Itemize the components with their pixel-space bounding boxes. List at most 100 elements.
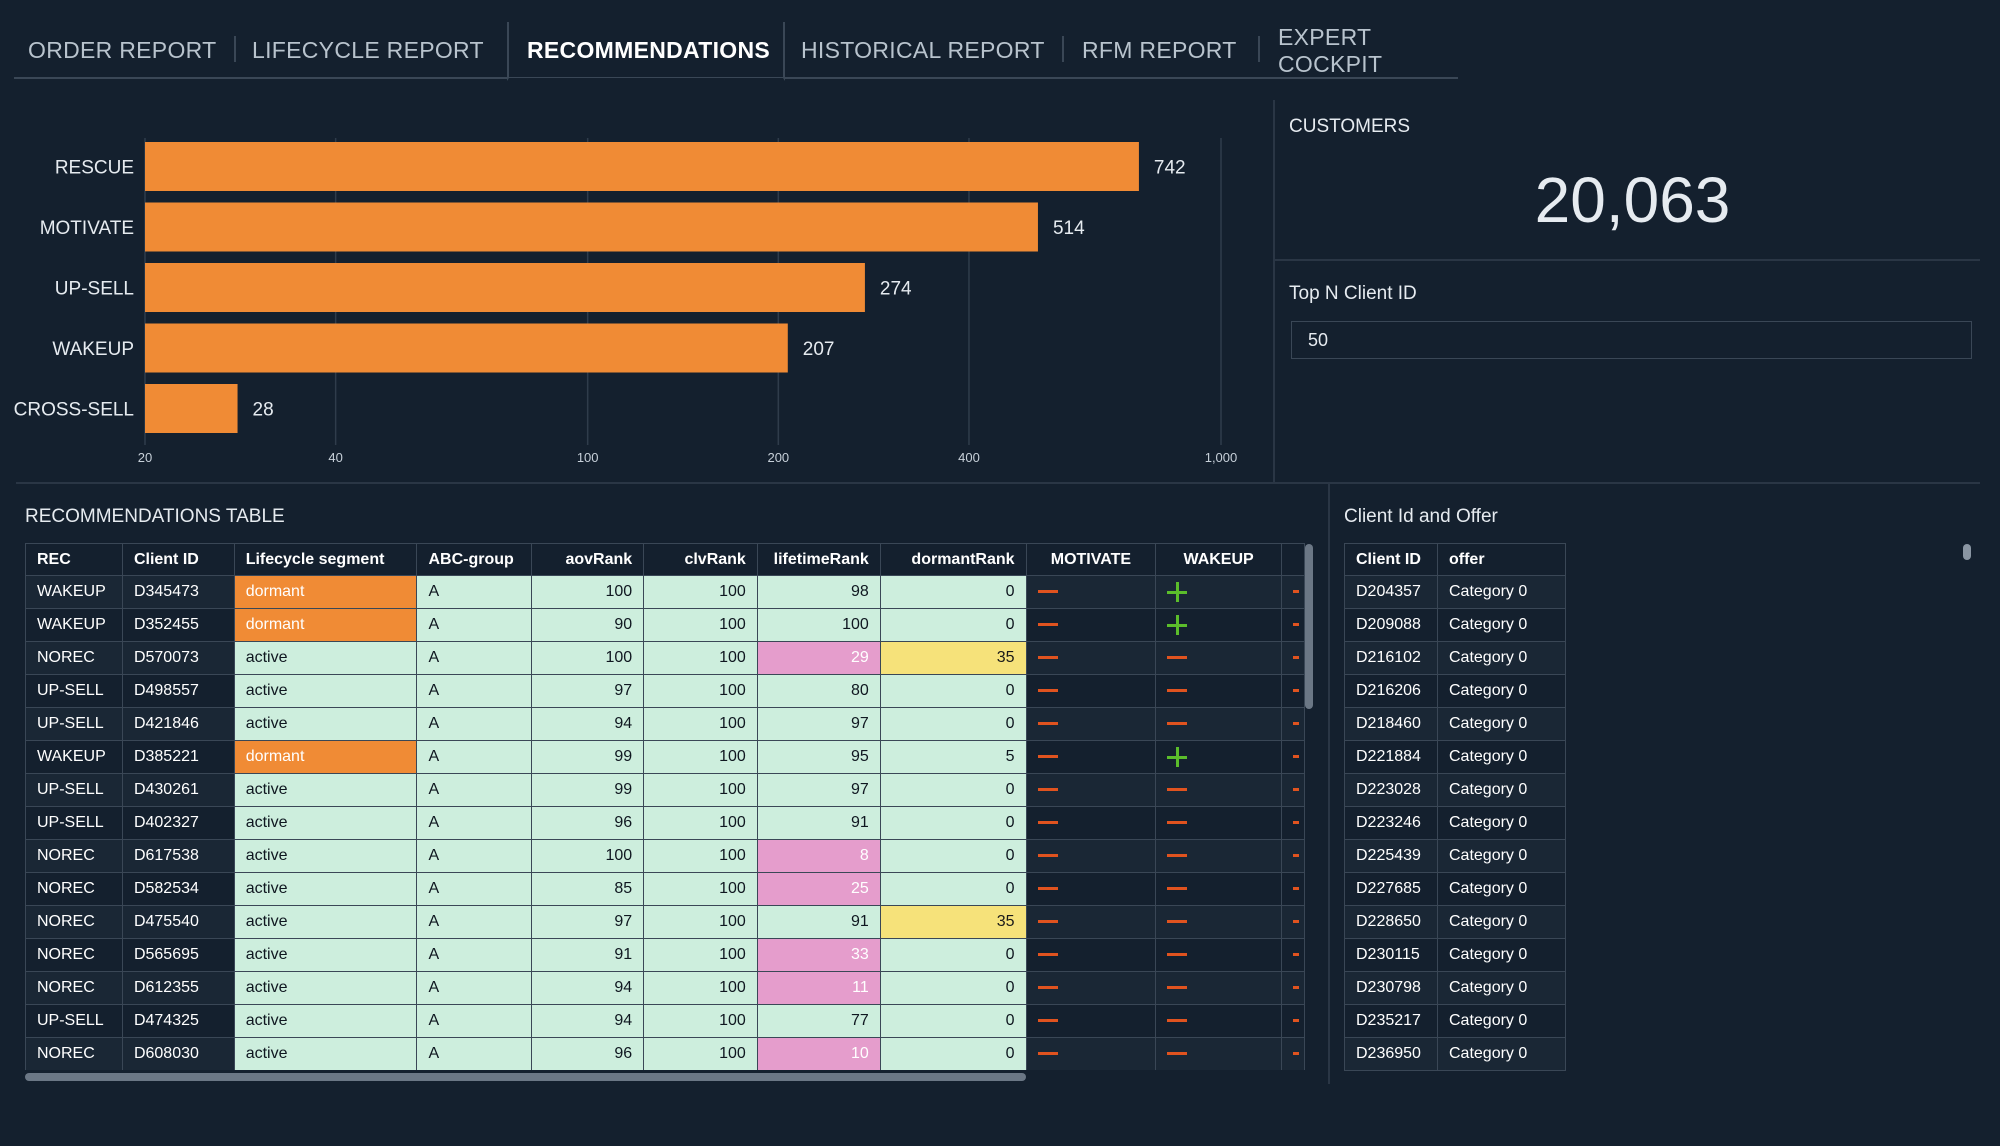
table-row[interactable]: D209088 Category 0 bbox=[1344, 608, 1566, 642]
table-cell: 100 bbox=[643, 641, 758, 675]
table-cell: 77 bbox=[756, 1004, 881, 1038]
table-row[interactable]: UP-SELL D421846 active A 94 100 97 0 bbox=[25, 707, 1305, 741]
table-row[interactable]: D223246 Category 0 bbox=[1344, 806, 1566, 840]
table-row[interactable]: D236950 Category 0 bbox=[1344, 1037, 1566, 1071]
table-row[interactable]: D225439 Category 0 bbox=[1344, 839, 1566, 873]
table-cell: 11 bbox=[756, 971, 881, 1005]
table-row[interactable]: NOREC D475540 active A 97 100 91 35 bbox=[25, 905, 1305, 939]
indicator-cell bbox=[1025, 707, 1157, 741]
column-header[interactable]: MOTIVATE bbox=[1025, 543, 1157, 576]
column-header[interactable]: Client ID bbox=[121, 543, 235, 576]
minus-icon bbox=[1167, 689, 1188, 693]
table-row[interactable]: D221884 Category 0 bbox=[1344, 740, 1566, 774]
table-cell: Category 0 bbox=[1437, 641, 1566, 675]
tab-historical-report[interactable]: HISTORICAL REPORT bbox=[785, 22, 1064, 79]
tab-recommendations[interactable]: RECOMMENDATIONS bbox=[507, 22, 785, 81]
table-cell: 99 bbox=[531, 773, 645, 807]
indicator-cell bbox=[1155, 608, 1282, 642]
table-cell: D498557 bbox=[121, 674, 235, 708]
table-row[interactable]: D228650 Category 0 bbox=[1344, 905, 1566, 939]
table-cell: 10 bbox=[756, 1037, 881, 1070]
recommendations-table-container[interactable]: REC Client ID Lifecycle segment ABC-group ao… bbox=[25, 543, 1305, 1070]
table-cell: 98 bbox=[756, 575, 881, 609]
indicator-cell bbox=[1025, 905, 1157, 939]
indicator-cell bbox=[1155, 641, 1282, 675]
table-row[interactable]: D230115 Category 0 bbox=[1344, 938, 1566, 972]
column-header[interactable]: ABC-group bbox=[416, 543, 533, 576]
tab-label: RECOMMENDATIONS bbox=[527, 36, 771, 63]
column-header[interactable]: Client ID bbox=[1344, 543, 1438, 576]
table-row[interactable]: UP-SELL D498557 active A 97 100 80 0 bbox=[25, 674, 1305, 708]
column-header[interactable]: dormantRank bbox=[879, 543, 1027, 576]
offer-table-container[interactable]: Client ID offer D204357 Category 0 D209088 C… bbox=[1344, 543, 1566, 1080]
table-row[interactable]: NOREC D608030 active A 96 100 10 0 bbox=[25, 1037, 1305, 1070]
table-cell: Category 0 bbox=[1437, 872, 1566, 906]
table-row[interactable]: D223028 Category 0 bbox=[1344, 773, 1566, 807]
table-row[interactable]: NOREC D612355 active A 94 100 11 0 bbox=[25, 971, 1305, 1005]
table-row[interactable]: D204357 Category 0 bbox=[1344, 575, 1566, 609]
table-row[interactable]: WAKEUP D352455 dormant A 90 100 100 0 bbox=[25, 608, 1305, 642]
minus-icon bbox=[1167, 722, 1188, 726]
table-row[interactable]: D216206 Category 0 bbox=[1344, 674, 1566, 708]
minus-icon bbox=[1037, 722, 1058, 726]
x-tick-label: 1,000 bbox=[1205, 450, 1238, 465]
column-header[interactable]: lifetimeRank bbox=[756, 543, 881, 576]
table-cell: Category 0 bbox=[1437, 575, 1566, 609]
x-tick-label: 20 bbox=[138, 450, 152, 465]
table-row[interactable]: UP-SELL D430261 active A 99 100 97 0 bbox=[25, 773, 1305, 807]
table-row[interactable]: NOREC D582534 active A 85 100 25 0 bbox=[25, 872, 1305, 906]
column-header[interactable]: Lifecycle segment bbox=[233, 543, 418, 576]
table-cell: 100 bbox=[643, 872, 758, 906]
column-header[interactable]: WAKEUP bbox=[1155, 543, 1282, 576]
table-row[interactable]: WAKEUP D385221 dormant A 99 100 95 5 bbox=[25, 740, 1305, 774]
table-cell: D218460 bbox=[1344, 707, 1438, 741]
table-row[interactable]: NOREC D617538 active A 100 100 8 0 bbox=[25, 839, 1305, 873]
table-row[interactable]: NOREC D570073 active A 100 100 29 35 bbox=[25, 641, 1305, 675]
category-label: CROSS-SELL bbox=[14, 400, 134, 421]
column-header[interactable]: aovRank bbox=[531, 543, 645, 576]
table-row[interactable]: D216102 Category 0 bbox=[1344, 641, 1566, 675]
table-row[interactable]: WAKEUP D345473 dormant A 100 100 98 0 bbox=[25, 575, 1305, 609]
table-row[interactable]: D235217 Category 0 bbox=[1344, 1004, 1566, 1038]
table-cell: 100 bbox=[531, 641, 645, 675]
table-cell: 0 bbox=[879, 1004, 1027, 1038]
table-row[interactable]: D230798 Category 0 bbox=[1344, 971, 1566, 1005]
top-n-input[interactable] bbox=[1291, 321, 1972, 359]
table-row[interactable]: UP-SELL D402327 active A 96 100 91 0 bbox=[25, 806, 1305, 840]
table-cell: 29 bbox=[756, 641, 881, 675]
table-cell: active bbox=[233, 905, 418, 939]
indicator-cell bbox=[1025, 1037, 1157, 1070]
indicator-cell bbox=[1155, 905, 1282, 939]
table-vertical-scrollbar[interactable] bbox=[1305, 544, 1313, 709]
tab-order-report[interactable]: ORDER REPORT bbox=[14, 22, 236, 79]
tab-rfm-report[interactable]: RFM REPORT bbox=[1064, 22, 1260, 79]
offer-table-scrollbar[interactable] bbox=[1963, 544, 1971, 560]
indicator-cell bbox=[1025, 938, 1157, 972]
table-cell: UP-SELL bbox=[25, 806, 123, 840]
table-cell: A bbox=[416, 575, 533, 609]
table-cell: active bbox=[233, 674, 418, 708]
table-cell: D475540 bbox=[121, 905, 235, 939]
tab-expert-cockpit[interactable]: EXPERT COCKPIT bbox=[1260, 22, 1458, 79]
table-cell: active bbox=[233, 641, 418, 675]
table-cell: D221884 bbox=[1344, 740, 1438, 774]
minus-icon bbox=[1292, 590, 1299, 594]
table-cell: active bbox=[233, 839, 418, 873]
table-horizontal-scrollbar[interactable] bbox=[25, 1073, 1026, 1081]
column-header[interactable]: REC bbox=[25, 543, 123, 576]
table-cell: 100 bbox=[643, 773, 758, 807]
column-header[interactable]: clvRank bbox=[643, 543, 758, 576]
tab-lifecycle-report[interactable]: LIFECYCLE REPORT bbox=[236, 22, 507, 79]
indicator-cell bbox=[1025, 806, 1157, 840]
table-row[interactable]: NOREC D565695 active A 91 100 33 0 bbox=[25, 938, 1305, 972]
table-cell: 96 bbox=[531, 806, 645, 840]
indicator-cell bbox=[1280, 1004, 1305, 1038]
table-row[interactable]: D218460 Category 0 bbox=[1344, 707, 1566, 741]
table-cell: 100 bbox=[643, 1004, 758, 1038]
table-row[interactable]: D227685 Category 0 bbox=[1344, 872, 1566, 906]
indicator-cell bbox=[1280, 575, 1305, 609]
table-row[interactable]: UP-SELL D474325 active A 94 100 77 0 bbox=[25, 1004, 1305, 1038]
bar-cross-sell bbox=[145, 384, 238, 433]
category-label: UP-SELL bbox=[55, 279, 134, 300]
column-header[interactable]: offer bbox=[1437, 543, 1566, 576]
